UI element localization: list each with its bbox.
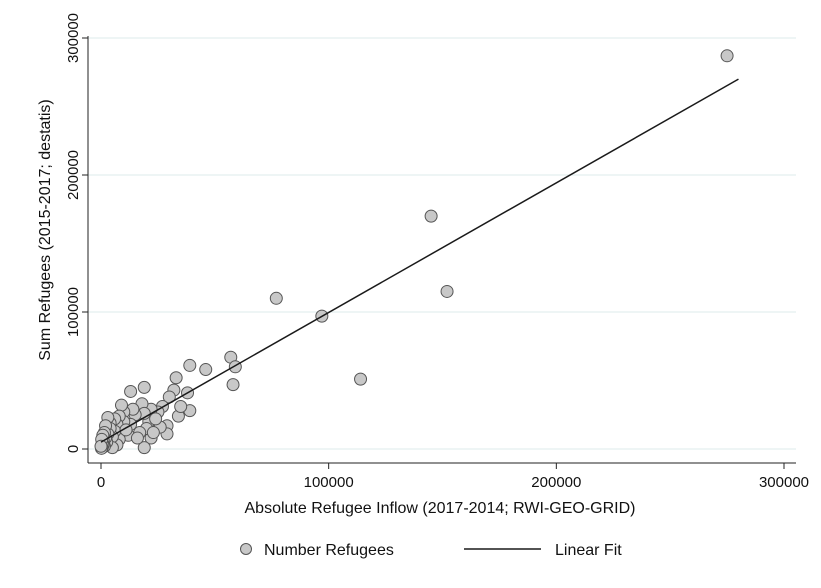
x-tick-label: 200000: [531, 474, 581, 491]
y-axis-title: Sum Refugees (2015-2017; destatis): [37, 99, 54, 360]
fit-line-group: [100, 78, 739, 443]
x-axis-title: Absolute Refugee Inflow (2017-2014; RWI-…: [245, 500, 636, 517]
x-tick-label: 300000: [759, 474, 809, 491]
scatter-point: [169, 371, 183, 385]
scatter-point: [174, 400, 188, 414]
scatter-point: [269, 291, 283, 305]
scatter-point: [137, 380, 151, 394]
scatter-point: [720, 49, 734, 63]
x-tick-label: 100000: [304, 474, 354, 491]
scatter-points: [94, 49, 734, 455]
scatter-point: [149, 412, 163, 426]
scatter-point: [226, 378, 240, 392]
scatter-point: [124, 384, 138, 398]
scatter-point: [114, 398, 128, 412]
scatter-point: [354, 372, 368, 386]
scatter-point: [94, 439, 108, 453]
scatter-point: [183, 358, 197, 372]
scatter-point: [440, 284, 454, 298]
fit-line: [100, 78, 739, 443]
scatter-point: [137, 441, 151, 455]
gridlines: [88, 37, 796, 450]
legend-marker-scatter: [240, 543, 252, 555]
axes: 0 100000 200000 300000 0 100000 200000 300000: [65, 13, 809, 491]
legend: Number Refugees Linear Fit: [240, 542, 622, 559]
scatter-point: [146, 426, 160, 440]
scatter-point: [199, 363, 213, 377]
x-tick-label: 0: [97, 474, 105, 491]
y-tick-label: 0: [65, 445, 82, 453]
legend-label-linear-fit: Linear Fit: [555, 542, 622, 559]
y-tick-label: 300000: [65, 13, 82, 63]
scatter-point: [130, 431, 144, 445]
y-tick-label: 100000: [65, 287, 82, 337]
legend-label-number-refugees: Number Refugees: [264, 542, 394, 559]
scatter-point: [424, 209, 438, 223]
y-tick-label: 200000: [65, 150, 82, 200]
